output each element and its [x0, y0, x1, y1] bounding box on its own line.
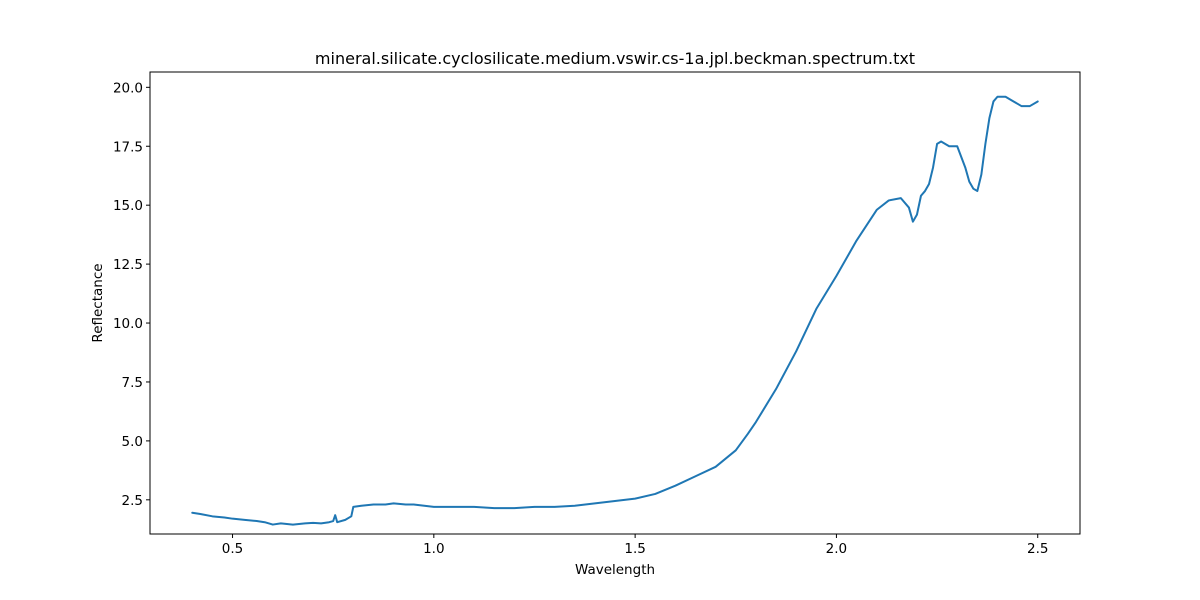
y-tick-label: 17.5 — [113, 139, 143, 155]
x-tick-label: 1.0 — [423, 541, 444, 557]
x-axis-label: Wavelength — [575, 562, 655, 578]
y-tick-label: 5.0 — [122, 434, 143, 450]
y-tick-label: 12.5 — [113, 257, 143, 273]
y-tick-label: 15.0 — [113, 198, 143, 214]
chart-title: mineral.silicate.cyclosilicate.medium.vs… — [315, 49, 915, 68]
series-line-0 — [191, 95, 1039, 526]
y-tick-label: 20.0 — [113, 80, 143, 96]
x-axis: 0.5 1.0 1.5 2.0 2.5 — [222, 534, 1048, 557]
x-tick-label: 1.5 — [624, 541, 645, 557]
y-tick-label: 2.5 — [122, 493, 143, 509]
plot-frame — [149, 71, 1081, 535]
x-tick-label: 2.5 — [1027, 541, 1048, 557]
y-tick-label: 10.0 — [113, 316, 143, 332]
y-axis: 2.5 5.0 7.5 10.0 12.5 15.0 17.5 20.0 — [113, 80, 150, 509]
x-tick-label: 0.5 — [222, 541, 243, 557]
y-axis-label: Reflectance — [90, 263, 106, 342]
plot-area — [149, 71, 1081, 535]
series-layer — [191, 95, 1039, 526]
x-tick-label: 2.0 — [826, 541, 847, 557]
plot-background — [150, 72, 1080, 534]
y-tick-label: 7.5 — [122, 375, 143, 391]
